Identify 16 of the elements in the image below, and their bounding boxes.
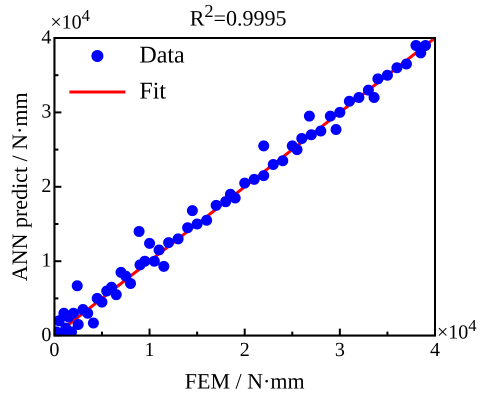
y-tick-label: 2 [41,175,52,198]
legend-label: Data [139,42,186,68]
text: ×10$^{4}$ [50,6,90,34]
x-tick-label: 4 [430,338,440,361]
y-tick-label: 3 [41,100,52,123]
x-tick-label: 1 [144,338,155,361]
x-axis-title: FEM / N·mm [184,368,305,394]
chart-title: R$^{2}$=0.9995 [190,1,286,30]
x-tick-label: 2 [240,338,250,361]
text: ×10$^{4}$ [437,316,477,344]
x-tick-label: 3 [334,338,345,361]
y-axis-title: ANN predict / N·mm [6,92,32,282]
y-tick-label: 0 [41,324,52,346]
legend-label: Fit [139,78,166,104]
y-tick-label: 4 [41,26,52,48]
y-tick-label: 1 [41,249,52,272]
